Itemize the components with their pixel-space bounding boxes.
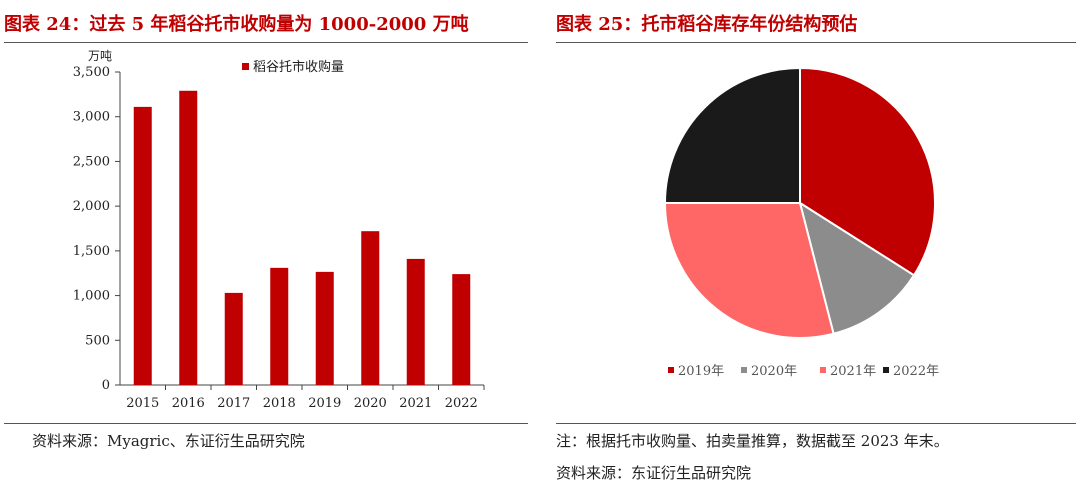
x-tick-label: 2019 (308, 396, 341, 411)
legend-swatch (820, 367, 826, 373)
bar (133, 106, 152, 386)
legend-swatch (668, 367, 674, 373)
note-rule (556, 423, 1076, 424)
y-tick-label: 1,500 (73, 244, 110, 259)
legend-label: 稻谷托市收购量 (253, 59, 344, 75)
y-tick-label: 500 (85, 333, 110, 348)
y-tick-label: 1,000 (73, 289, 110, 304)
x-tick-label: 2021 (399, 396, 432, 411)
x-tick-label: 2022 (445, 396, 478, 411)
y-tick-label: 2,500 (73, 154, 110, 169)
title-rule (556, 42, 1076, 43)
chart-title-25: 图表 25：托市稻谷库存年份结构预估 (556, 14, 858, 35)
bar (315, 271, 334, 385)
title-rule (4, 42, 528, 43)
x-tick-label: 2018 (263, 396, 296, 411)
bar (179, 90, 198, 385)
note-text: 注：根据托市收购量、拍卖量推算，数据截至 2023 年末。 (556, 432, 949, 450)
bar (406, 258, 425, 385)
y-unit-label: 万吨 (88, 49, 112, 63)
legend-swatch (741, 367, 747, 373)
x-tick-label: 2020 (354, 396, 387, 411)
bar (452, 274, 471, 385)
legend-label: 2022年 (893, 364, 939, 379)
chart-title-24: 图表 24：过去 5 年稻谷托市收购量为 1000-2000 万吨 (4, 14, 469, 35)
legend-swatch (242, 63, 249, 70)
y-tick-label: 2,000 (73, 199, 110, 214)
legend-label: 2019年 (678, 364, 724, 379)
bar (224, 292, 243, 385)
x-tick-label: 2017 (217, 396, 250, 411)
x-tick-label: 2015 (126, 396, 159, 411)
x-tick-label: 2016 (172, 396, 205, 411)
pie-slice (798, 200, 916, 335)
pie-slice (663, 202, 835, 339)
right-panel: 图表 25：托市稻谷库存年份结构预估 2019年 2020年 2021年 2022年 … (548, 0, 1080, 498)
legend-label: 2021年 (830, 364, 876, 379)
source-text: 资料来源：东证衍生品研究院 (556, 464, 752, 482)
pie-chart: 2019年 2020年 2021年 2022年 (663, 66, 939, 379)
left-panel: 图表 24：过去 5 年稻谷托市收购量为 1000-2000 万吨 万吨 0 500… (0, 0, 528, 498)
y-tick-label: 0 (102, 378, 110, 393)
bar (270, 267, 289, 385)
y-tick-label: 3,000 (73, 110, 110, 125)
pie-slice (663, 66, 801, 204)
bar (361, 231, 380, 385)
y-tick-label: 3,500 (73, 65, 110, 80)
legend-swatch (883, 367, 889, 373)
bar-chart: 万吨 0 500 1,000 1,500 2,000 2,500 3,000 3,500 2015… (73, 49, 485, 411)
legend-label: 2020年 (751, 364, 797, 379)
source-rule (4, 423, 528, 424)
source-text: 资料来源：Myagric、东证衍生品研究院 (32, 432, 305, 450)
